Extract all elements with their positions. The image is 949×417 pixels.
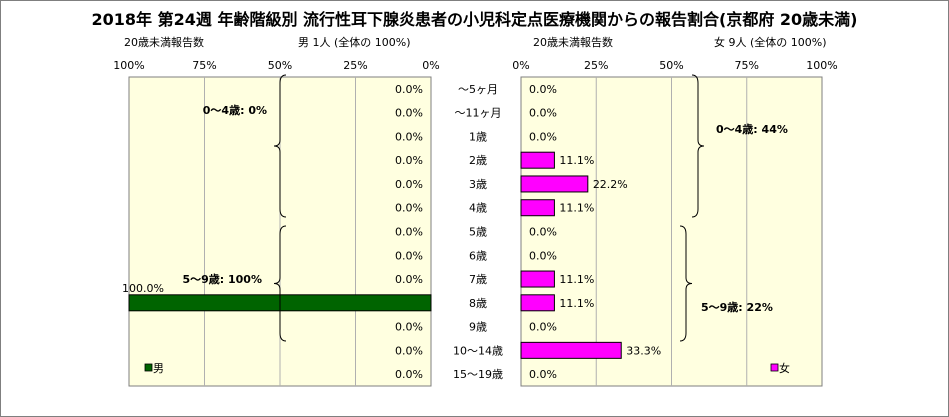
female-bar xyxy=(520,199,555,217)
right-tick-label: 75% xyxy=(735,59,759,72)
category-label: ～11ヶ月 xyxy=(455,107,502,120)
male-value-label: 0.0% xyxy=(395,273,423,286)
right-group-label-0-4: 0～4歳: 44% xyxy=(716,122,788,136)
left-tick-label: 50% xyxy=(268,59,292,72)
female-bar xyxy=(520,270,555,288)
category-label: 7歳 xyxy=(469,273,487,286)
female-value-label: 0.0% xyxy=(529,130,557,143)
female-value-label: 11.1% xyxy=(559,273,594,286)
male-value-label: 100.0% xyxy=(122,282,164,295)
category-label: 9歳 xyxy=(469,321,487,334)
female-bar xyxy=(520,341,622,359)
right-tick-label: 25% xyxy=(584,59,608,72)
right-header-label: 20歳未満報告数 xyxy=(533,36,613,49)
left-tick-label: 100% xyxy=(113,59,144,72)
female-value-label: 11.1% xyxy=(559,297,594,310)
category-label: 2歳 xyxy=(469,154,487,167)
female-value-label: 0.0% xyxy=(529,107,557,120)
male-value-label: 0.0% xyxy=(395,83,423,96)
left-group-label-5-9: 5～9歳: 100% xyxy=(182,272,262,286)
left-brace-5-9 xyxy=(273,225,287,342)
female-value-label: 0.0% xyxy=(529,321,557,334)
right-tick-label: 0% xyxy=(512,59,529,72)
right-summary: 女 9人 (全体の 100%) xyxy=(714,36,827,49)
category-label: 10～14歳 xyxy=(453,344,503,357)
female-value-label: 33.3% xyxy=(626,344,661,357)
male-value-label: 0.0% xyxy=(395,107,423,120)
chart-title: 2018年 第24週 年齢階級別 流行性耳下腺炎患者の小児科定点医療機関からの報… xyxy=(91,10,858,29)
female-bar xyxy=(520,151,555,169)
category-label: 8歳 xyxy=(469,297,487,310)
female-value-label: 11.1% xyxy=(559,154,594,167)
female-value-label: 11.1% xyxy=(559,202,594,215)
male-value-label: 0.0% xyxy=(395,178,423,191)
left-summary: 男 1人 (全体の 100%) xyxy=(298,36,411,49)
left-tick-label: 0% xyxy=(422,59,439,72)
male-value-label: 0.0% xyxy=(395,130,423,143)
male-value-label: 0.0% xyxy=(395,154,423,167)
left-brace-0-4 xyxy=(273,74,287,218)
category-label: 3歳 xyxy=(469,178,487,191)
category-label: 4歳 xyxy=(469,202,487,215)
female-value-label: 0.0% xyxy=(529,368,557,381)
left-group-label-0-4: 0～4歳: 0% xyxy=(203,103,267,117)
male-value-label: 0.0% xyxy=(395,344,423,357)
female-bar xyxy=(520,175,589,193)
male-value-label: 0.0% xyxy=(395,368,423,381)
legend-male-label: 男 xyxy=(153,362,164,375)
female-value-label: 0.0% xyxy=(529,83,557,96)
legend-male-swatch xyxy=(144,363,153,372)
female-value-label: 22.2% xyxy=(593,178,628,191)
legend-female-label: 女 xyxy=(779,361,790,375)
left-header-label: 20歳未満報告数 xyxy=(124,36,204,49)
male-value-label: 0.0% xyxy=(395,226,423,239)
right-tick-label: 100% xyxy=(806,59,837,72)
right-brace-5-9 xyxy=(679,225,693,342)
category-label: ～5ヶ月 xyxy=(458,83,498,96)
male-value-label: 0.0% xyxy=(395,321,423,334)
male-value-label: 0.0% xyxy=(395,202,423,215)
male-value-label: 0.0% xyxy=(395,249,423,262)
left-tick-label: 25% xyxy=(343,59,367,72)
category-label: 6歳 xyxy=(469,249,487,262)
category-label: 5歳 xyxy=(469,226,487,239)
legend-female-swatch xyxy=(770,363,779,372)
female-bar xyxy=(520,294,555,312)
category-label: 15～19歳 xyxy=(453,368,503,381)
left-tick-label: 75% xyxy=(192,59,216,72)
category-label: 1歳 xyxy=(469,130,487,143)
female-value-label: 0.0% xyxy=(529,249,557,262)
right-tick-label: 50% xyxy=(659,59,683,72)
right-group-label-5-9: 5～9歳: 22% xyxy=(701,300,773,314)
female-value-label: 0.0% xyxy=(529,226,557,239)
right-brace-0-4 xyxy=(691,74,705,218)
